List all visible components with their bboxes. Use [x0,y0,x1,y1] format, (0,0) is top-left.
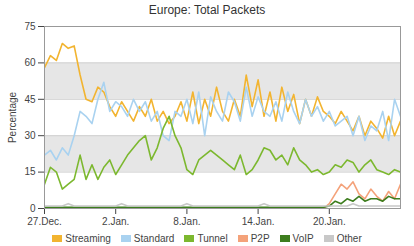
svg-text:75: 75 [24,21,36,32]
svg-text:Percentage: Percentage [7,91,18,143]
svg-text:45: 45 [24,94,36,105]
svg-text:2.Jan.: 2.Jan. [102,216,129,227]
html-text:Europe: Total Packets: Europe: Total Packets [148,3,266,17]
html-text:Other: Other [336,232,362,244]
svg-text:60: 60 [24,57,36,68]
html-text:P2P: P2P [250,232,270,244]
svg-text:14.Jan.: 14.Jan. [242,216,275,227]
svg-text:27.Dec.: 27.Dec. [27,216,61,227]
html-text:Streaming: Streaming [65,232,111,244]
svg-text:8.Jan.: 8.Jan. [173,216,200,227]
svg-text:0: 0 [30,203,36,214]
svg-text:20.Jan.: 20.Jan. [313,216,346,227]
html-text:VoIP: VoIP [292,232,314,244]
svg-text:30: 30 [24,130,36,141]
html-text:Tunnel: Tunnel [197,232,228,244]
svg-text:15: 15 [24,166,36,177]
html-text:Standard: Standard [133,232,175,244]
